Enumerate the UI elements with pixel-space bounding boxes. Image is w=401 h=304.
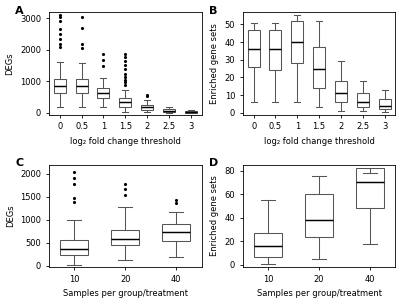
PathPatch shape <box>54 79 66 93</box>
Y-axis label: DEGs: DEGs <box>6 52 14 74</box>
PathPatch shape <box>60 240 88 255</box>
PathPatch shape <box>335 81 347 102</box>
PathPatch shape <box>163 109 175 112</box>
X-axis label: Samples per group/treatment: Samples per group/treatment <box>63 289 188 299</box>
Text: B: B <box>209 6 217 16</box>
Text: A: A <box>15 6 24 16</box>
PathPatch shape <box>97 88 109 98</box>
PathPatch shape <box>356 168 384 208</box>
PathPatch shape <box>141 105 153 110</box>
X-axis label: log₂ fold change threshold: log₂ fold change threshold <box>70 137 181 146</box>
PathPatch shape <box>248 29 259 67</box>
Y-axis label: Enriched gene sets: Enriched gene sets <box>210 23 219 104</box>
PathPatch shape <box>357 93 369 108</box>
PathPatch shape <box>111 230 139 245</box>
PathPatch shape <box>305 194 333 237</box>
PathPatch shape <box>162 223 190 240</box>
X-axis label: log₂ fold change threshold: log₂ fold change threshold <box>263 137 375 146</box>
X-axis label: Samples per group/treatment: Samples per group/treatment <box>257 289 382 299</box>
Y-axis label: DEGs: DEGs <box>6 205 15 227</box>
PathPatch shape <box>291 21 303 63</box>
PathPatch shape <box>379 98 391 109</box>
Y-axis label: Enriched gene sets: Enriched gene sets <box>210 175 219 256</box>
Text: C: C <box>15 158 23 168</box>
PathPatch shape <box>76 79 87 93</box>
PathPatch shape <box>313 47 325 88</box>
Text: D: D <box>209 158 219 168</box>
PathPatch shape <box>254 233 282 257</box>
PathPatch shape <box>119 98 131 107</box>
PathPatch shape <box>269 29 282 70</box>
